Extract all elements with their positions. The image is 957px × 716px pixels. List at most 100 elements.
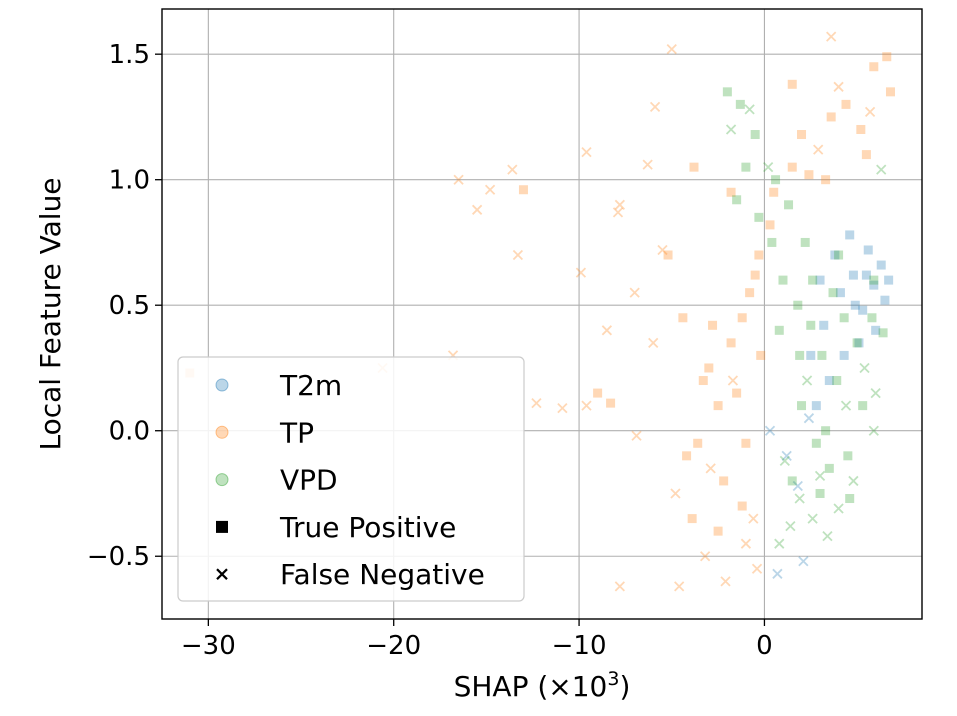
y-axis-label: Local Feature Value: [34, 177, 67, 450]
true-positive-point: [745, 288, 755, 298]
false-negative-point: [814, 470, 826, 482]
false-negative-point: [612, 207, 624, 218]
true-positive-point: [754, 250, 764, 260]
true-positive-point: [732, 195, 742, 205]
legend-label: T2m: [279, 369, 342, 402]
x-tick-label: −20: [366, 631, 421, 661]
true-positive-point: [732, 388, 742, 398]
true-positive-point: [682, 451, 692, 461]
false-negative-point: [507, 164, 518, 175]
true-positive-point: [726, 187, 736, 197]
false-negative-point: [848, 475, 859, 487]
false-negative-point: [794, 493, 805, 504]
true-positive-point: [793, 300, 803, 310]
legend-box: [177, 356, 525, 602]
true-positive-point: [750, 270, 760, 280]
true-positive-point: [774, 325, 784, 335]
true-positive-point: [832, 376, 842, 386]
false-negative-point: [779, 455, 790, 466]
true-positive-point: [771, 175, 781, 185]
true-positive-point: [704, 363, 714, 373]
false-negative-point: [614, 581, 625, 592]
false-negative-point: [484, 184, 496, 195]
true-positive-point: [663, 250, 673, 260]
axis-ticks: −30 −20 −10 0 −0.5 0.0 0.5 1.0 1.5: [87, 40, 773, 661]
false-negative-point: [512, 249, 524, 261]
true-positive-point: [787, 162, 797, 172]
false-negative-point: [763, 162, 774, 173]
true-positive-point: [741, 438, 751, 448]
true-positive-point: [830, 250, 840, 260]
true-positive-point: [754, 212, 764, 222]
true-positive-point: [678, 313, 688, 323]
true-positive-point: [839, 350, 849, 360]
legend-label: False Negative: [280, 558, 485, 591]
true-positive-point: [708, 320, 718, 330]
false-negative-point: [833, 503, 844, 514]
true-positive-point: [698, 376, 708, 386]
true-positive-point: [845, 230, 855, 240]
true-positive-point: [797, 130, 807, 140]
true-positive-point: [687, 514, 697, 524]
legend-label: True Positive: [279, 511, 456, 544]
true-positive-point: [593, 388, 603, 398]
false-negative-point: [798, 556, 809, 567]
true-positive-point: [826, 112, 836, 122]
false-negative-point: [581, 146, 592, 158]
true-positive-point: [858, 401, 868, 411]
false-negative-point: [764, 425, 776, 436]
false-negative-point: [727, 375, 739, 386]
y-tick-label: 1.0: [109, 166, 150, 196]
true-positive-point: [737, 501, 747, 511]
true-positive-point: [824, 463, 834, 473]
true-positive-point: [787, 79, 797, 89]
legend: T2m TP VPD True Positive False Negative: [177, 356, 525, 602]
legend-label: TP: [279, 416, 314, 449]
true-positive-point: [819, 320, 829, 330]
true-positive-point: [765, 220, 775, 230]
true-positive-point: [845, 494, 855, 504]
false-negative-point: [631, 430, 642, 441]
true-positive-point: [869, 280, 879, 290]
x-tick-label: 0: [756, 631, 773, 661]
false-negative-point: [840, 400, 852, 411]
false-negative-point: [601, 325, 613, 336]
true-positive-point: [815, 275, 825, 285]
true-positive-point: [854, 338, 864, 348]
true-positive-point: [741, 162, 751, 172]
true-positive-point: [861, 270, 871, 280]
true-positive-point: [726, 338, 736, 348]
false-negative-point: [674, 581, 685, 592]
false-negative-point: [642, 159, 653, 170]
false-negative-point: [785, 520, 796, 532]
true-positive-point: [518, 185, 528, 195]
true-positive-point: [863, 245, 873, 255]
true-positive-point: [885, 87, 895, 97]
legend-marker: [216, 568, 228, 580]
false-negative-point: [531, 397, 542, 409]
false-negative-point: [803, 413, 815, 424]
false-negative-point: [581, 400, 592, 411]
true-positive-point: [817, 350, 827, 360]
y-tick-label: 1.5: [109, 40, 150, 70]
true-positive-point: [693, 438, 703, 448]
true-positive-point: [850, 300, 860, 310]
true-positive-point: [876, 260, 886, 270]
y-tick-label: −0.5: [87, 542, 150, 572]
false-negative-point: [748, 513, 759, 524]
false-negative-point: [614, 199, 625, 210]
legend-marker: [215, 473, 229, 487]
true-positive-point: [719, 476, 729, 486]
false-negative-point: [629, 287, 640, 298]
false-negative-point: [657, 244, 668, 256]
false-negative-point: [740, 538, 752, 549]
false-negative-point: [801, 375, 813, 386]
true-positive-point: [806, 320, 816, 330]
x-tick-label: −10: [552, 631, 607, 661]
true-positive-point: [722, 87, 732, 97]
true-positive-point: [884, 275, 894, 285]
true-positive-point: [882, 52, 892, 62]
true-positive-point: [606, 398, 616, 408]
false-negative-point: [792, 480, 803, 492]
false-negative-point: [744, 104, 755, 115]
